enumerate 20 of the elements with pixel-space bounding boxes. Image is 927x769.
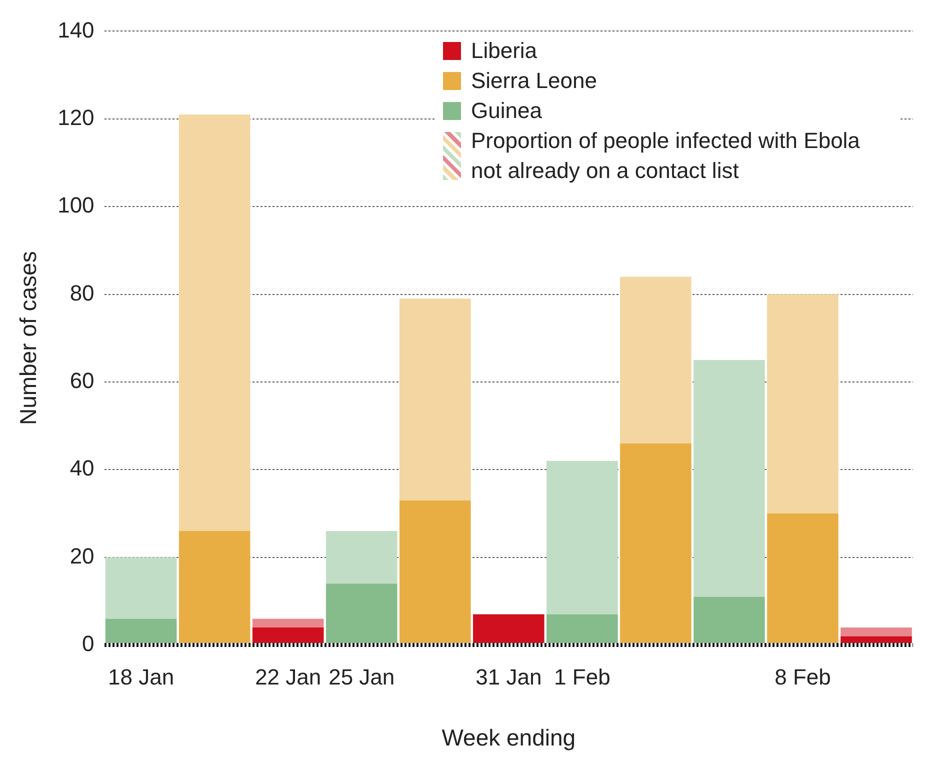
x-tick-label: 25 Jan [328,664,395,690]
x-tick-label: 22 Jan [255,664,322,690]
y-tick-label: 140 [58,17,94,42]
y-tick-label: 40 [70,456,94,481]
y-axis-title: Number of cases [15,251,42,426]
y-tick-label: 20 [70,543,94,568]
y-tick-label: 120 [58,104,94,130]
legend-label: Liberia [471,37,538,65]
x-tick-label: 8 Feb [774,664,831,690]
x-axis-title: Week ending [442,724,576,751]
y-tick-label: 80 [70,280,94,306]
x-tick-label: 18 Jan [108,664,174,690]
legend-label: Proportion of people infected with Ebola not already on a contact list [471,127,861,185]
y-tick-label: 100 [58,192,94,218]
y-tick-label: 60 [70,368,94,394]
x-tick-label: 31 Jan [476,664,542,690]
legend-label: Guinea [471,97,542,125]
x-tick-label: 1 Feb [554,664,610,690]
legend-label: Sierra Leone [471,67,597,95]
y-tick-label: 0 [82,631,94,656]
